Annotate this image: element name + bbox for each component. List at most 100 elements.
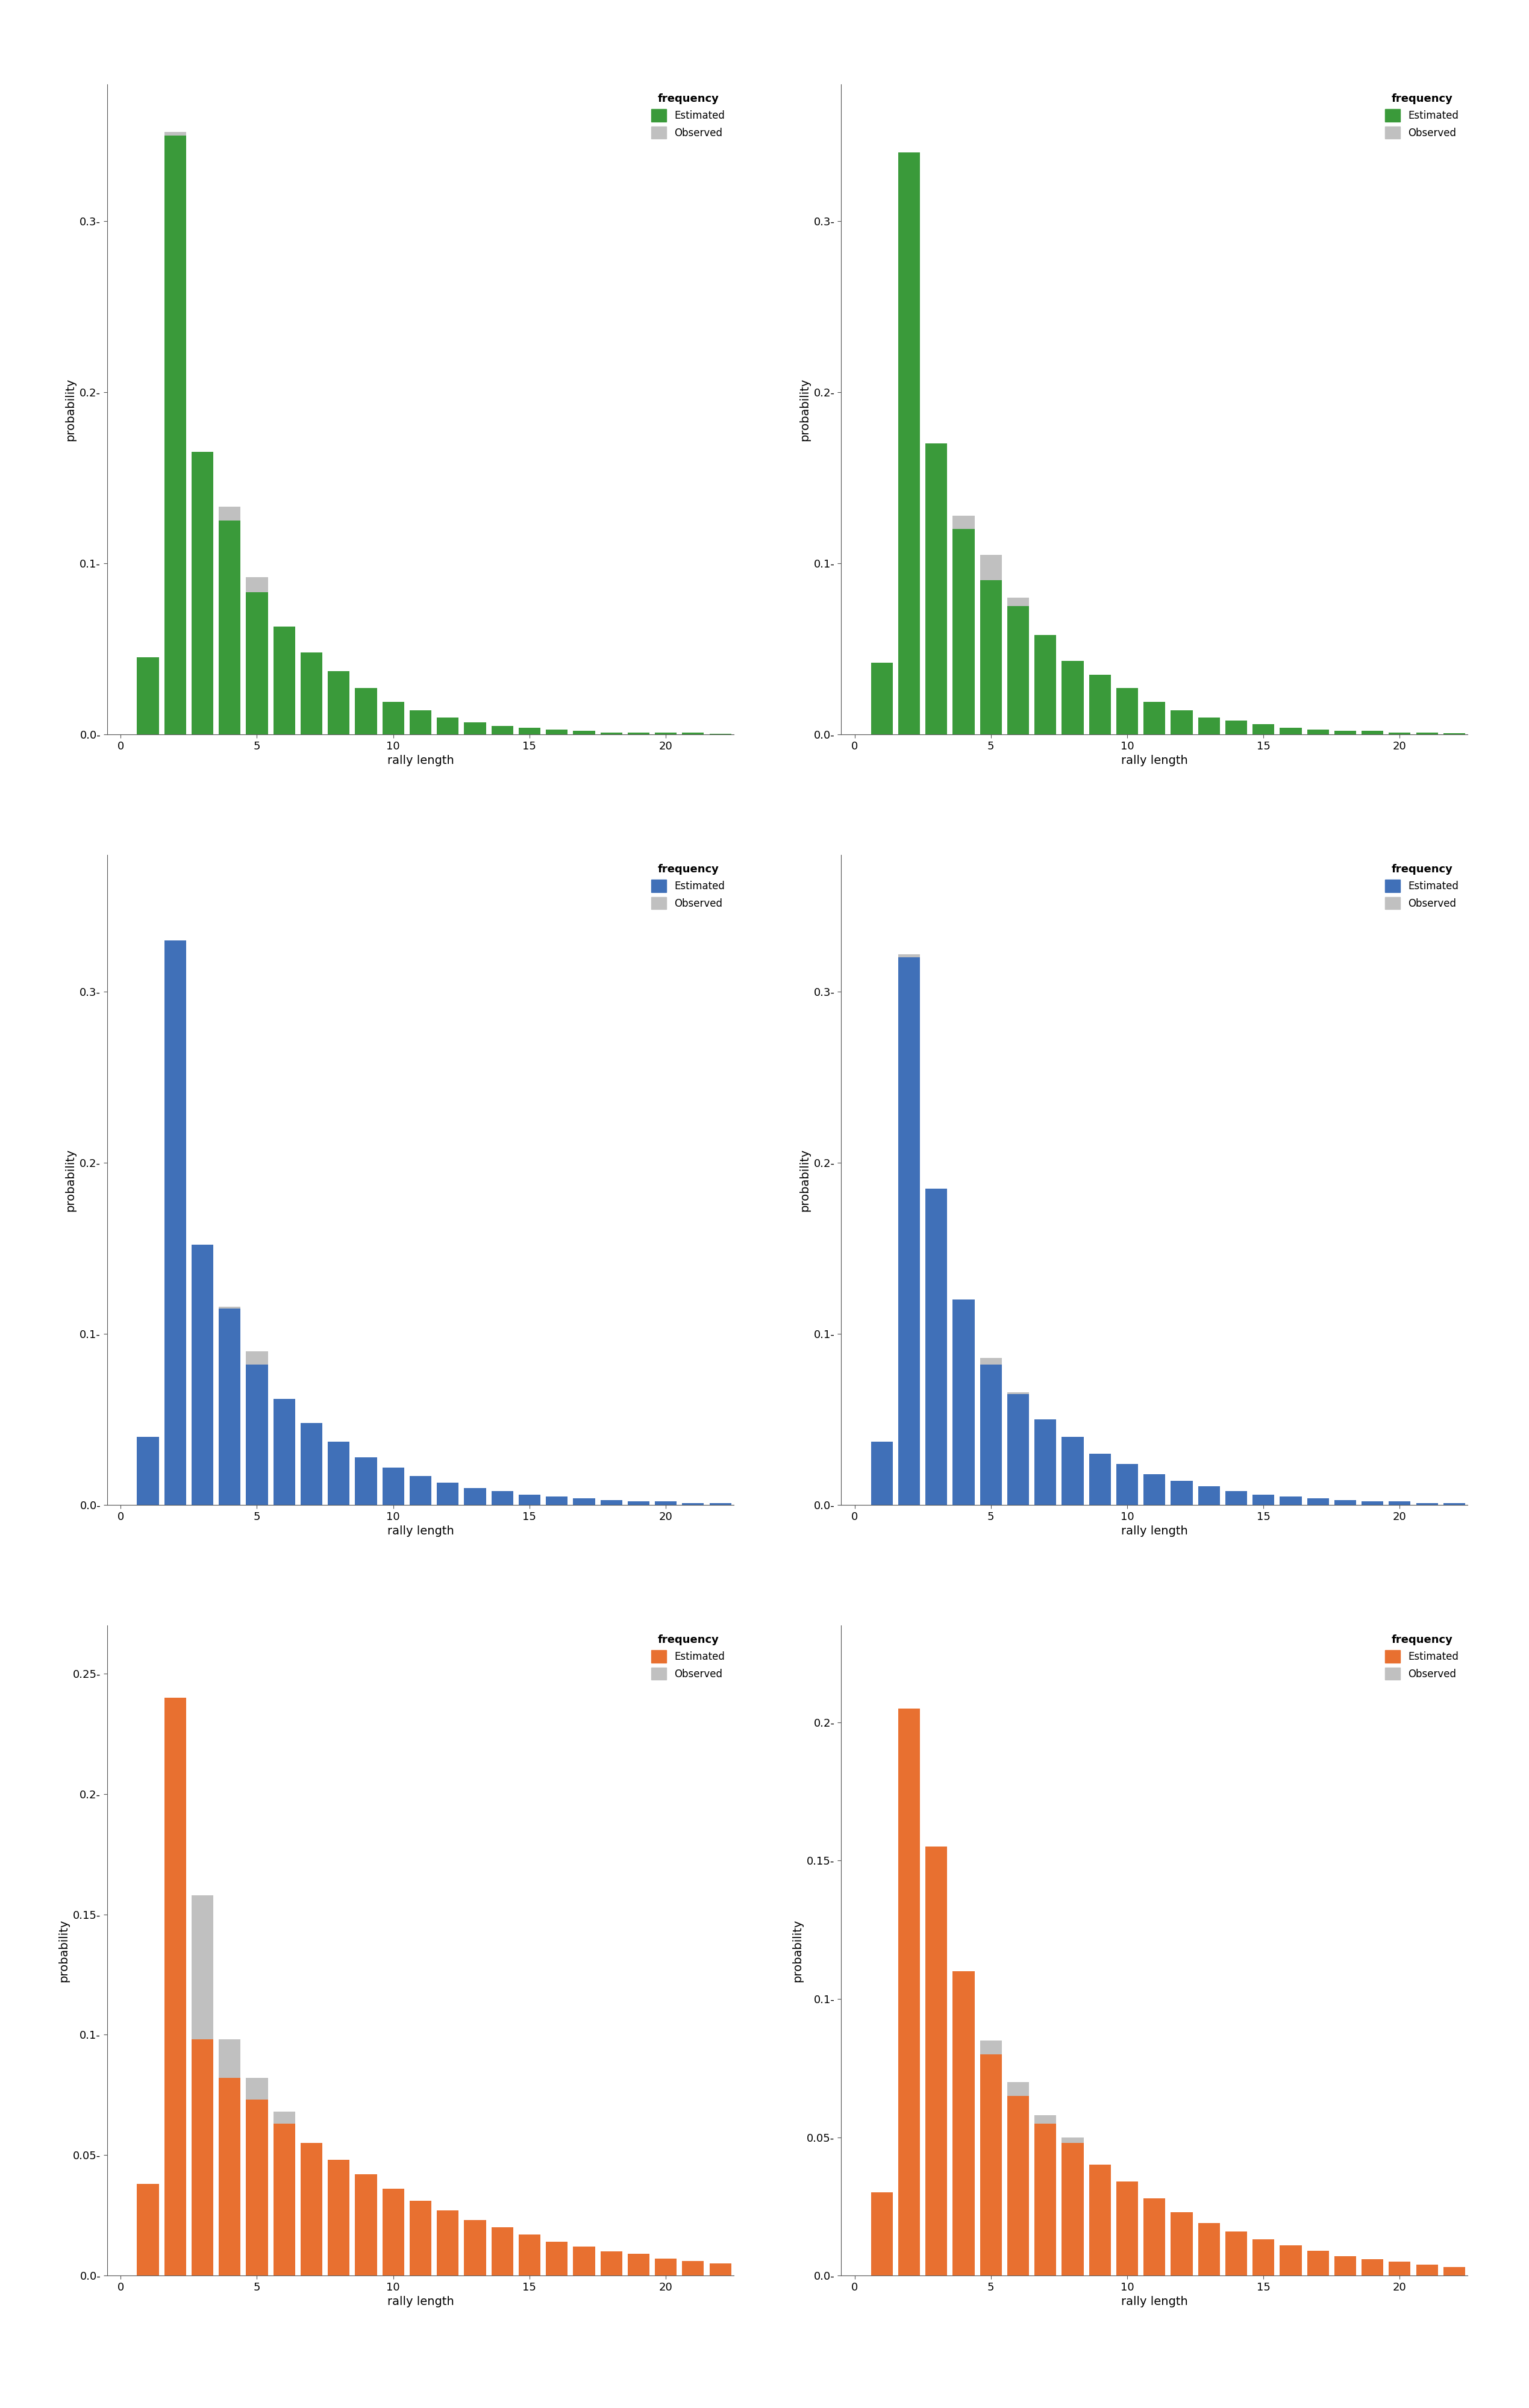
Bar [627,1503,650,1505]
Bar [898,954,920,1505]
Bar [1335,2256,1356,2276]
X-axis label: rally length: rally length [387,1524,454,1536]
Bar [1498,2271,1520,2276]
Bar [1225,722,1248,734]
Bar [601,1500,622,1505]
Bar [491,2244,514,2276]
Bar [1307,730,1329,734]
Bar [327,672,350,734]
Bar [1171,710,1193,734]
Bar [274,1399,295,1505]
Bar [191,1895,214,2276]
Bar [274,2112,295,2276]
Bar [355,2184,376,2276]
Bar [1335,2259,1356,2276]
Bar [1008,2083,1029,2276]
Bar [301,1426,323,1505]
Bar [246,592,268,734]
Bar [246,1351,268,1505]
Bar [410,713,431,734]
Bar [465,1488,486,1505]
Bar [355,1462,376,1505]
X-axis label: rally length: rally length [1121,1524,1188,1536]
Bar [1144,2199,1165,2276]
Legend: Estimated, Observed: Estimated, Observed [1381,860,1463,913]
X-axis label: rally length: rally length [1121,754,1188,766]
Bar [764,2273,786,2276]
Bar [1061,1438,1084,1505]
Bar [138,660,159,734]
Bar [246,2078,268,2276]
Bar [627,1503,650,1505]
Bar [1116,2182,1138,2276]
Bar [355,689,376,734]
Bar [274,1399,295,1505]
Y-axis label: probability: probability [798,378,810,441]
Bar [546,2256,567,2276]
Bar [1388,2264,1411,2276]
Bar [925,470,948,734]
Bar [518,730,540,734]
Bar [1335,732,1356,734]
Bar [518,2235,540,2276]
Bar [1280,2251,1301,2276]
Bar [437,720,459,734]
Bar [709,2271,731,2276]
Bar [1524,2273,1529,2276]
Bar [546,1495,567,1505]
Bar [382,1471,404,1505]
Bar [1361,2261,1384,2276]
Bar [737,2266,758,2276]
Bar [980,1358,1001,1505]
Bar [437,718,459,734]
Y-axis label: probability: probability [792,1919,803,1982]
Bar [925,1192,948,1505]
Bar [219,2040,240,2276]
Bar [980,2040,1001,2276]
Bar [1307,2256,1329,2276]
Bar [301,2143,323,2276]
Bar [274,626,295,734]
Bar [164,1702,187,2276]
Bar [546,730,567,734]
Bar [573,1500,595,1505]
Bar [437,1483,459,1505]
Bar [1171,713,1193,734]
Bar [437,2227,459,2276]
Bar [1199,2227,1220,2276]
Bar [898,1707,920,2276]
Bar [1171,1481,1193,1505]
Bar [219,1308,240,1505]
Bar [627,2254,650,2276]
Bar [546,2242,567,2276]
Bar [1471,2271,1492,2276]
Bar [1335,1503,1356,1505]
Bar [1361,1503,1384,1505]
Bar [872,665,893,734]
Bar [925,443,948,734]
Bar [1035,1418,1057,1505]
Bar [601,2264,622,2276]
Bar [1388,2261,1411,2276]
Bar [1144,703,1165,734]
Bar [1144,2203,1165,2276]
Bar [1089,1457,1110,1505]
Bar [164,1698,187,2276]
Bar [410,710,431,734]
Bar [1443,2268,1465,2276]
Bar [1225,1491,1248,1505]
Bar [191,1245,214,1505]
Bar [1061,2138,1084,2276]
Bar [980,2054,1001,2276]
Bar [301,1423,323,1505]
Bar [1008,1394,1029,1505]
Bar [382,2203,404,2276]
Bar [1035,1418,1057,1505]
Bar [1089,674,1110,734]
Bar [1252,2244,1274,2276]
Bar [327,672,350,734]
Bar [410,1479,431,1505]
Bar [138,1438,159,1505]
Bar [872,1442,893,1505]
Legend: Estimated, Observed: Estimated, Observed [647,1630,729,1683]
